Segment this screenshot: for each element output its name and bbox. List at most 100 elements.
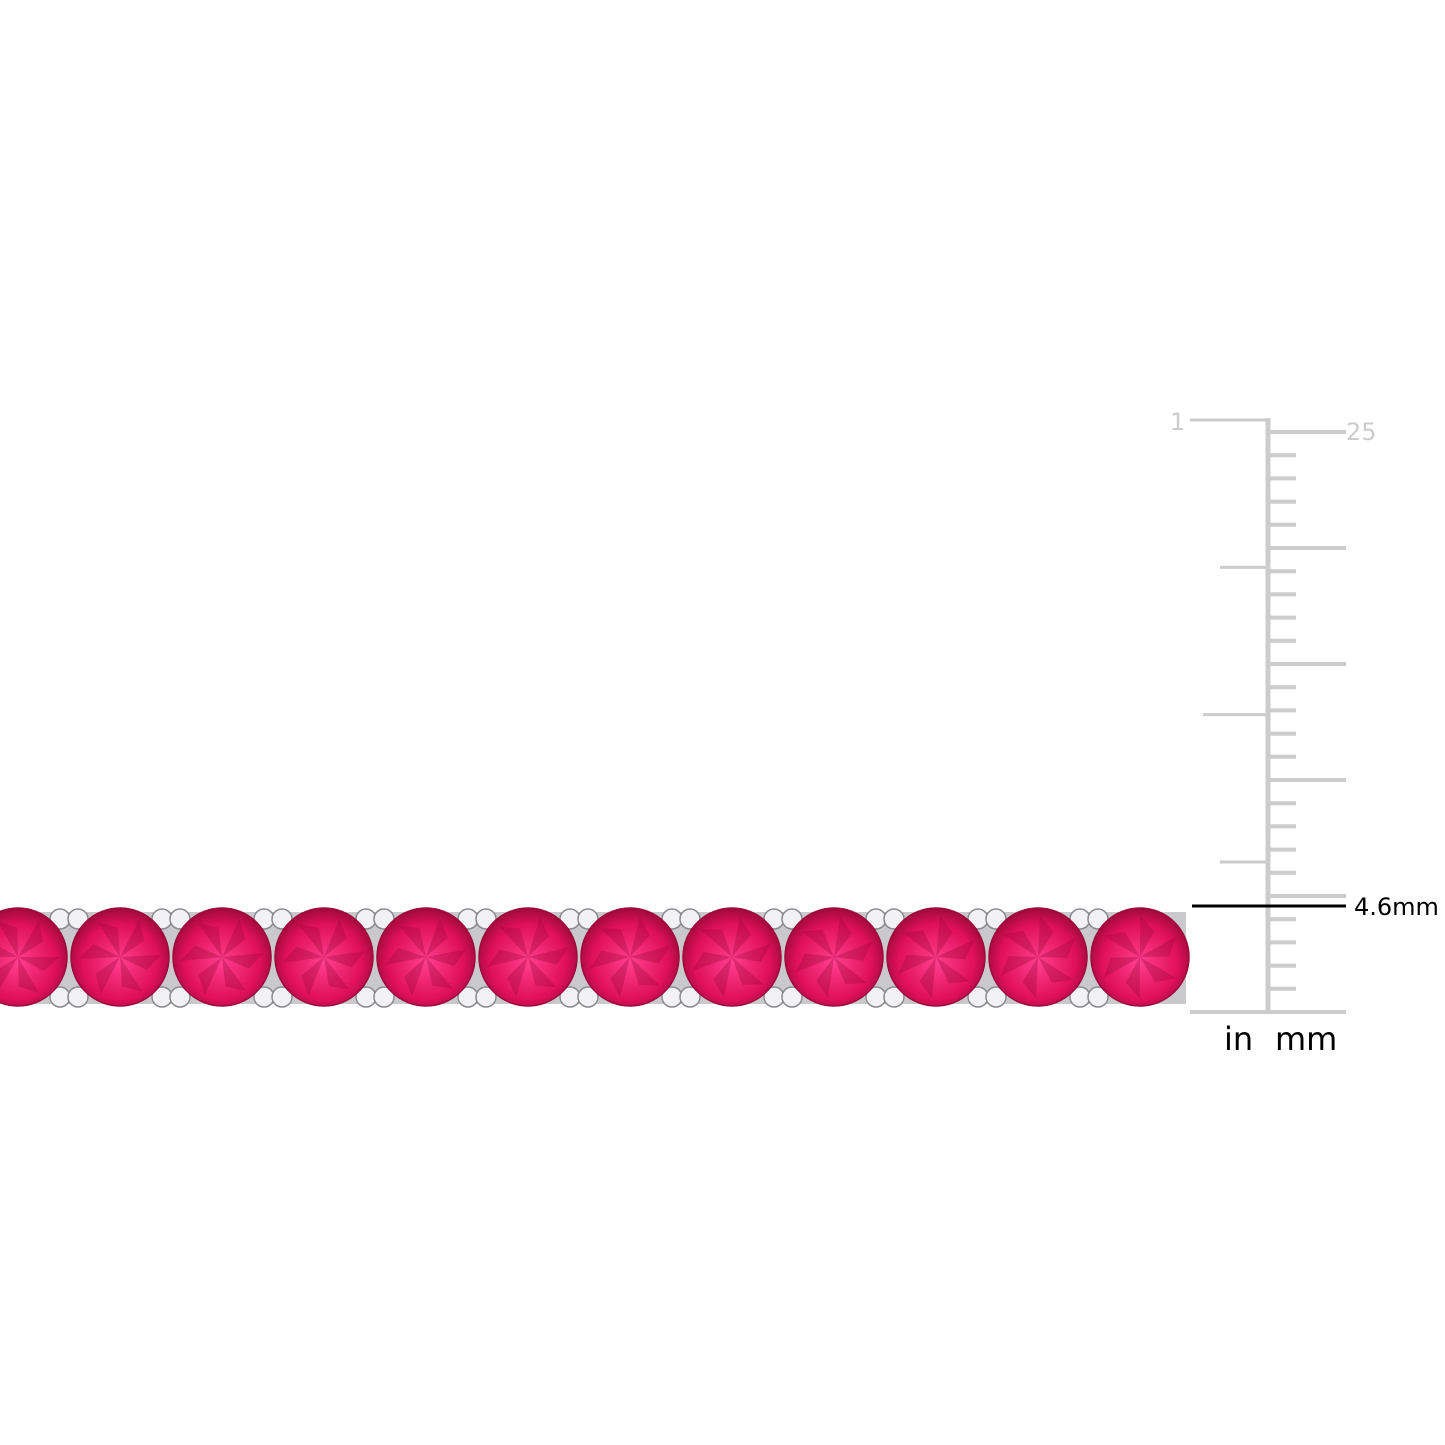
gem-facet <box>834 915 852 957</box>
gem-facet <box>816 957 834 999</box>
gem-facet <box>1000 956 1038 976</box>
gem-facet <box>1022 957 1038 999</box>
gem-facet <box>1140 915 1155 957</box>
gem-facet <box>180 945 222 961</box>
prong <box>271 986 293 1008</box>
gem-facet <box>385 947 426 965</box>
gem-facet <box>834 941 873 961</box>
gem-facet <box>528 917 549 957</box>
prong <box>883 986 905 1008</box>
ruby-tennis-bracelet <box>0 907 1190 1008</box>
gem-facet <box>499 926 528 957</box>
gem-facet <box>1038 938 1076 958</box>
gem-facet <box>120 957 143 993</box>
gem-facet <box>426 917 448 957</box>
ruby-gem <box>274 907 374 1007</box>
gem-facet <box>801 929 834 957</box>
prong <box>1087 986 1109 1008</box>
gem-facet <box>630 916 650 957</box>
gem-facet <box>0 947 18 957</box>
gem-facet <box>404 957 426 997</box>
gem-facet <box>528 957 557 988</box>
measurement-label: 4.6mm <box>1354 893 1439 921</box>
gem-facet <box>222 919 246 957</box>
gem-facet <box>197 923 222 957</box>
ruby-gem <box>682 907 782 1007</box>
unit-inch-label: in <box>1224 1020 1254 1058</box>
gem-facet <box>936 939 974 960</box>
prong <box>475 986 497 1008</box>
gem-facet <box>487 949 528 967</box>
gem-facet <box>936 915 953 957</box>
gem-facet <box>1125 957 1140 999</box>
ruby-gem <box>70 907 170 1007</box>
gem-facet <box>222 953 264 969</box>
gem-facet <box>298 924 324 957</box>
gem-facet <box>732 943 772 962</box>
gem-facet <box>95 957 120 995</box>
gem-facet <box>1140 936 1177 957</box>
gem-facet <box>1038 957 1073 983</box>
gem-facet <box>795 953 834 973</box>
measurement-ruler <box>1190 418 1346 1014</box>
gem-facet <box>1140 957 1176 983</box>
ruby-gem <box>172 907 272 1007</box>
gem-facet <box>630 957 661 986</box>
gem-facet <box>222 957 247 991</box>
gem-facet <box>0 957 18 989</box>
gem-facet <box>732 916 751 957</box>
gem-facet <box>630 945 670 964</box>
gem-facet <box>120 955 162 970</box>
ruby-gem <box>376 907 476 1007</box>
gem-facet <box>78 944 120 959</box>
gem-facet <box>528 947 569 965</box>
ruby-gem <box>478 907 578 1007</box>
prong <box>67 986 89 1008</box>
ruby-gem <box>784 907 884 1007</box>
prong <box>577 986 599 1008</box>
gem-facet <box>324 951 366 968</box>
gem-facet <box>1103 957 1140 978</box>
gem-facet <box>324 957 350 990</box>
ruby-gem <box>1090 907 1190 1007</box>
gem-facet <box>898 954 936 975</box>
gem-facet <box>936 957 970 984</box>
gem-facet <box>282 946 324 963</box>
prong <box>679 986 701 1008</box>
gem-facet <box>919 957 936 999</box>
gem-facet <box>700 929 732 957</box>
gem-facet <box>599 928 630 957</box>
gem-facet <box>426 949 467 967</box>
prong <box>373 986 395 1008</box>
gem-facet <box>198 957 222 995</box>
gem-facet <box>692 952 732 971</box>
ruby-gem <box>0 907 68 1007</box>
gem-facet <box>902 930 936 957</box>
prong <box>781 986 803 1008</box>
gem-facet <box>590 950 630 969</box>
gem-facet <box>713 957 732 998</box>
gem-facet <box>834 957 867 985</box>
unit-mm-label: mm <box>1275 1020 1338 1058</box>
gem-facet <box>1038 915 1054 957</box>
ruler-mm-top-label: 25 <box>1346 418 1377 446</box>
gem-facet <box>610 957 630 998</box>
gem-facet <box>120 919 145 957</box>
gem-facet <box>18 920 44 957</box>
gem-facet <box>1003 931 1038 957</box>
gem-facet <box>507 957 528 997</box>
gem-facet <box>426 957 454 989</box>
gem-facet <box>0 921 18 957</box>
gem-facet <box>18 957 60 972</box>
ruby-gem <box>988 907 1088 1007</box>
gem-facet <box>324 918 347 957</box>
prong <box>169 986 191 1008</box>
gem-facet <box>301 957 324 996</box>
gem-facet <box>398 925 426 957</box>
prong <box>985 986 1007 1008</box>
gem-facet <box>97 921 120 957</box>
ruler-inch-top-label: 1 <box>1170 408 1186 436</box>
gem-facet <box>732 957 764 985</box>
gem-facet <box>18 957 39 994</box>
